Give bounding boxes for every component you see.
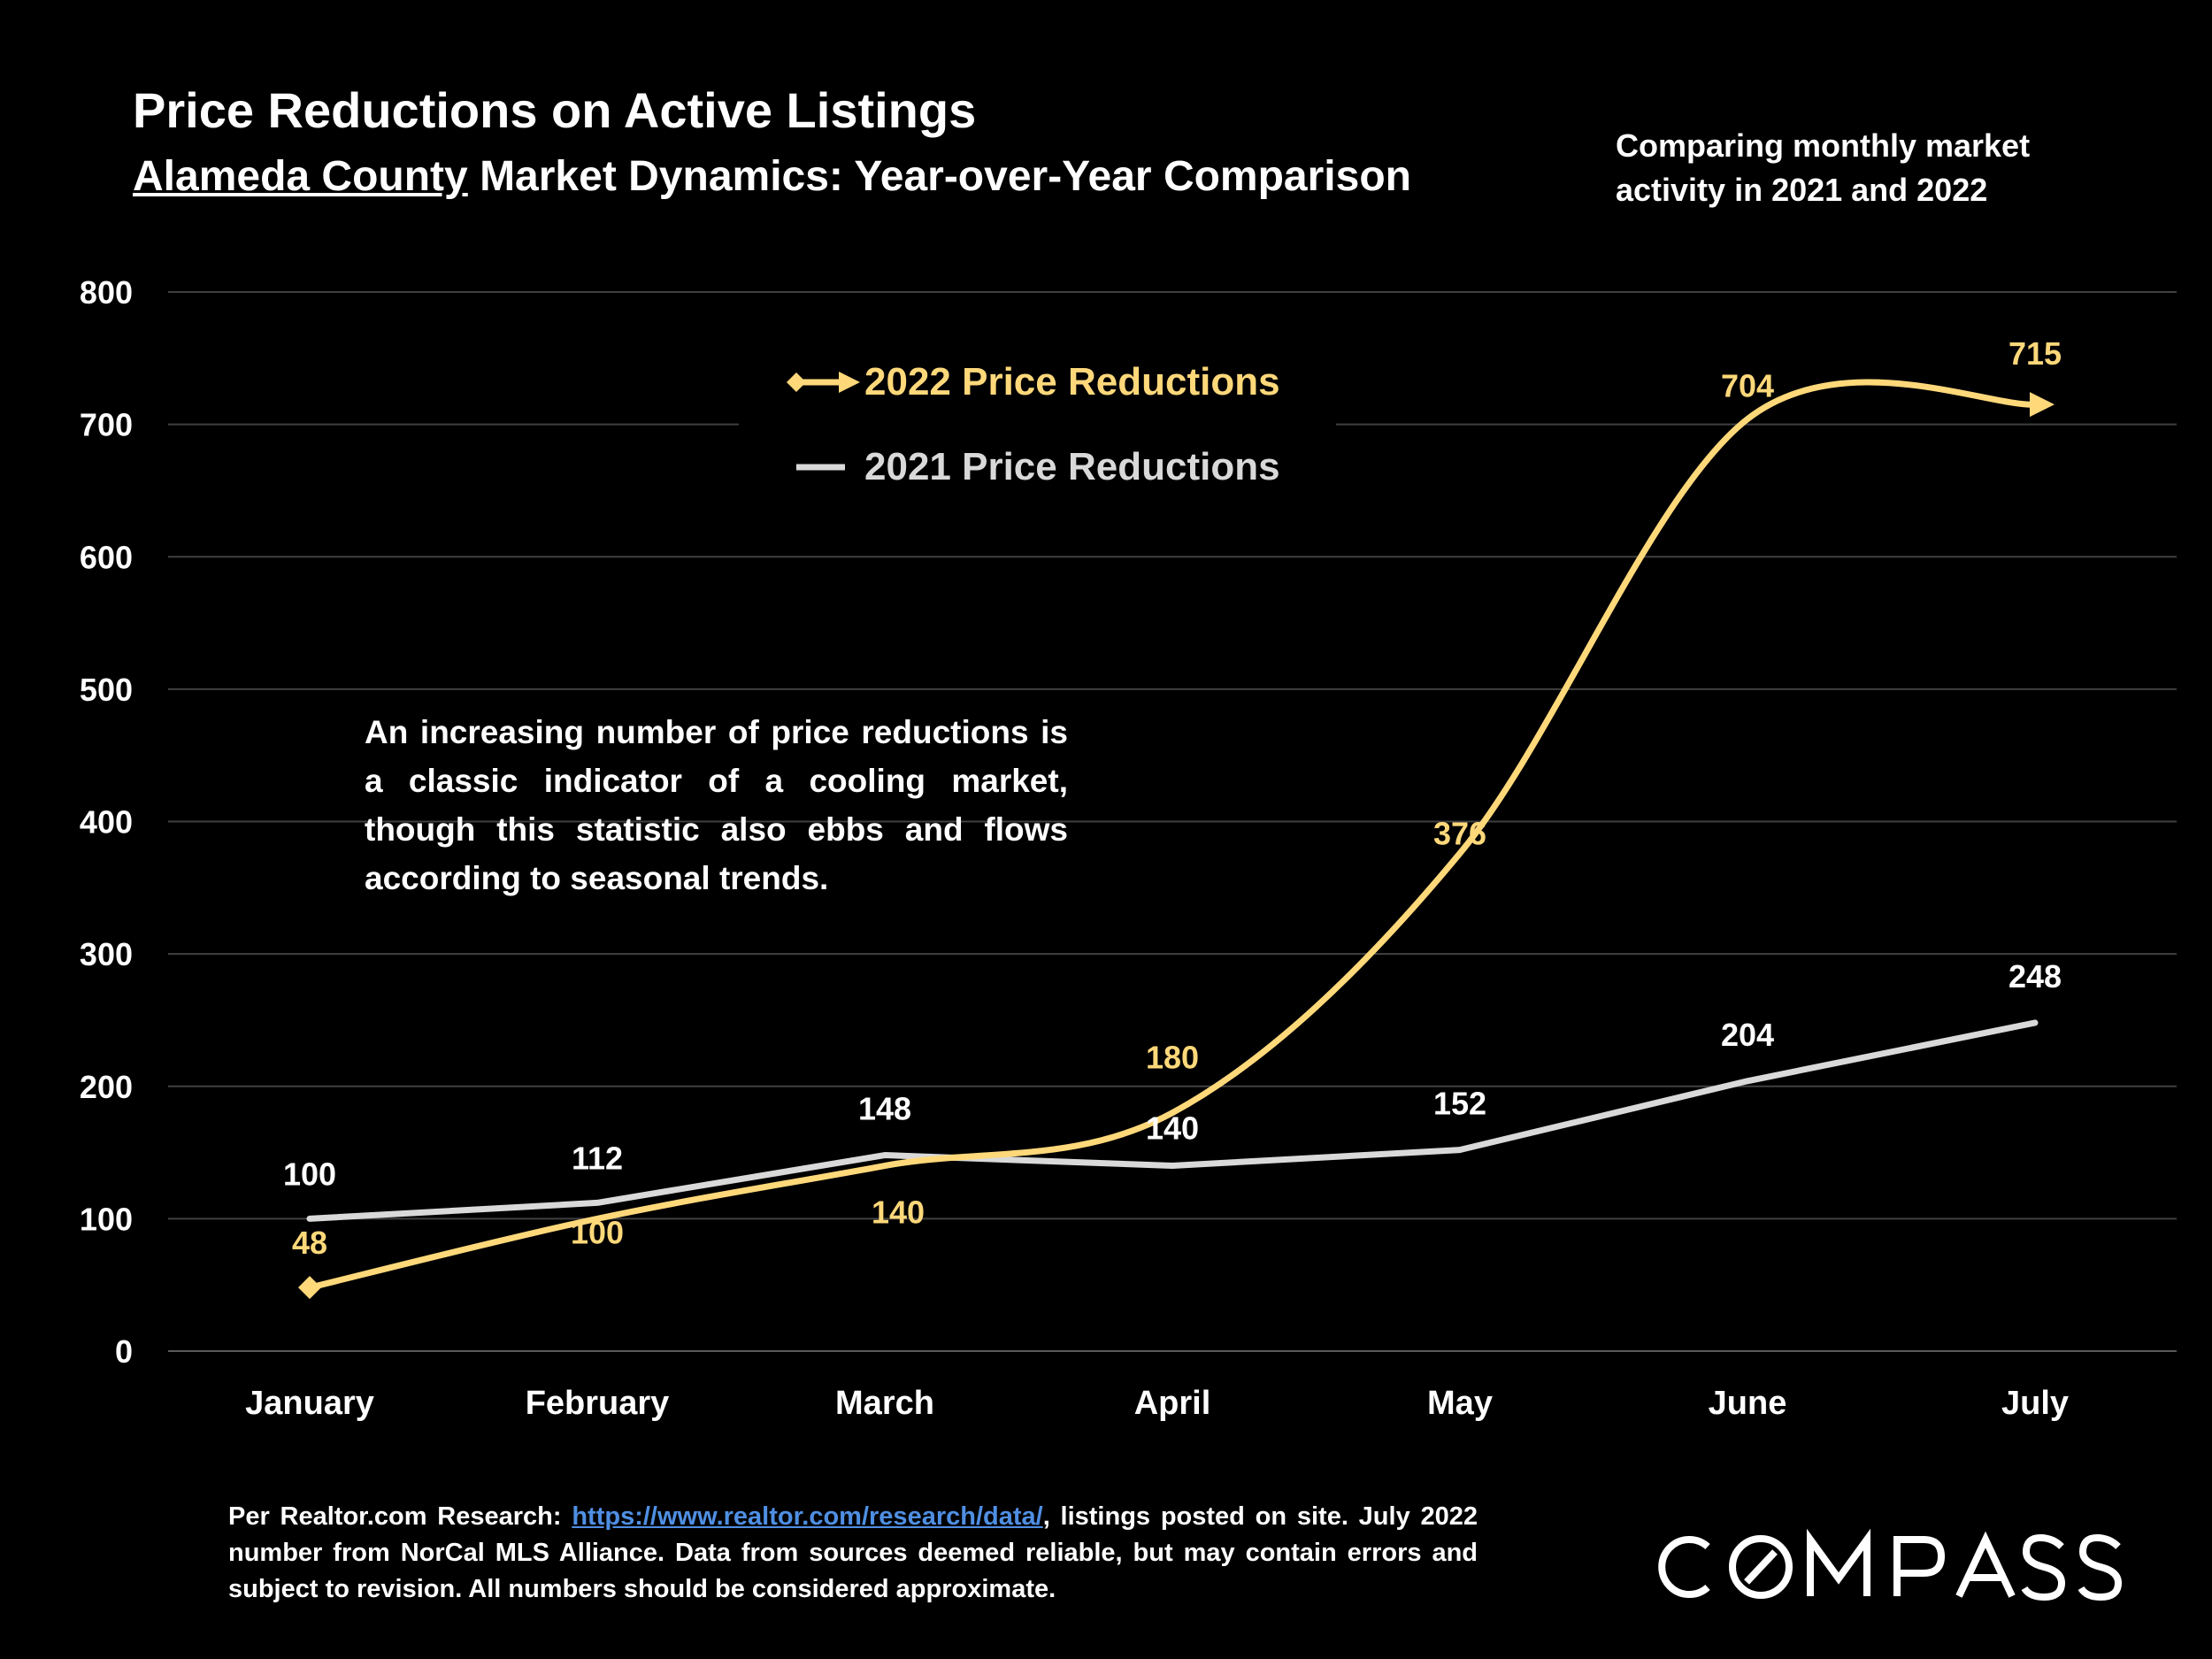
- series-2022-data-label: 48: [292, 1225, 327, 1261]
- y-tick-label: 300: [80, 936, 133, 972]
- annotation-text: An increasing number of price reductions…: [365, 714, 1068, 896]
- y-tick-label: 100: [80, 1201, 133, 1237]
- x-tick-label: July: [2001, 1385, 2069, 1422]
- series-2021-data-label: 152: [1433, 1086, 1486, 1122]
- legend-entry-label: 2022 Price Reductions: [864, 360, 1280, 403]
- y-tick-label: 400: [80, 804, 133, 841]
- compass-logo: [1658, 1528, 2123, 1601]
- series-2022-start-marker: [298, 1276, 321, 1300]
- x-tick-label: June: [1709, 1385, 1787, 1422]
- x-axis-ticks: January February March April May June July: [245, 1385, 2069, 1422]
- series-2022-data-label: 715: [2008, 335, 2062, 372]
- y-tick-label: 800: [80, 274, 133, 311]
- series-2022-data-label: 140: [872, 1194, 925, 1231]
- legend-diamond-marker: [787, 373, 806, 392]
- legend-arrow-marker: [839, 372, 860, 393]
- y-tick-label: 200: [80, 1069, 133, 1105]
- y-tick-label: 600: [80, 539, 133, 575]
- data-labels: 100 112 148 140 152 204 248 48 100 140 180 376 704 71…: [283, 335, 2062, 1261]
- footnote-suffix: , listings posted on site. July 2022 num…: [228, 1502, 1478, 1603]
- series-2022-data-label: 100: [571, 1214, 624, 1250]
- subtitle-text: Market Dynamics: Year-over-Year Comparis…: [467, 153, 1411, 200]
- gridlines: [168, 291, 2177, 1352]
- line-chart: 0 100 200 300 400 500 600 700 800 January Februar…: [80, 274, 2177, 1422]
- y-tick-label: 0: [115, 1333, 133, 1370]
- comparison-note: Comparing monthly market activity in 202…: [1616, 127, 2031, 208]
- legend-entry-label: 2021 Price Reductions: [864, 445, 1280, 488]
- y-tick-label: 700: [80, 407, 133, 443]
- legend-background: [739, 347, 1336, 503]
- series-2021-data-label: 140: [1146, 1110, 1199, 1147]
- legend: 2022 Price Reductions 2021 Price Reductio…: [739, 347, 1336, 503]
- series-2021-data-label: 148: [858, 1091, 911, 1127]
- series-2022-end-arrow: [2030, 392, 2055, 418]
- series-2022-data-label: 704: [1721, 368, 1774, 404]
- county-name: Alameda County: [133, 153, 468, 200]
- series-2021-data-label: 100: [283, 1156, 336, 1192]
- source-footnote: Per Realtor.com Research: https://www.re…: [228, 1499, 1478, 1608]
- footnote-prefix: Per Realtor.com Research:: [228, 1502, 572, 1531]
- x-tick-label: April: [1134, 1385, 1211, 1422]
- series-2021-data-label: 248: [2008, 958, 2062, 995]
- chart-subtitle: Alameda County Market Dynamics: Year-ove…: [133, 152, 1411, 201]
- x-tick-label: January: [245, 1385, 374, 1422]
- y-tick-label: 500: [80, 672, 133, 708]
- series-2021-data-label: 204: [1721, 1017, 1774, 1053]
- series-2022-data-label: 180: [1146, 1040, 1199, 1076]
- x-tick-label: February: [526, 1385, 670, 1422]
- source-link[interactable]: https://www.realtor.com/research/data/: [572, 1502, 1043, 1531]
- series-lines: [298, 379, 2055, 1300]
- x-tick-label: May: [1427, 1385, 1493, 1422]
- chart-title: Price Reductions on Active Listings: [133, 82, 977, 138]
- series-2021-data-label: 112: [572, 1140, 623, 1176]
- series-2022-data-label: 376: [1433, 815, 1486, 851]
- series-2022-line: [306, 379, 2039, 1291]
- series-2021-line: [306, 1019, 2039, 1222]
- y-axis-ticks: 0 100 200 300 400 500 600 700 800: [80, 274, 133, 1370]
- x-tick-label: March: [835, 1385, 934, 1422]
